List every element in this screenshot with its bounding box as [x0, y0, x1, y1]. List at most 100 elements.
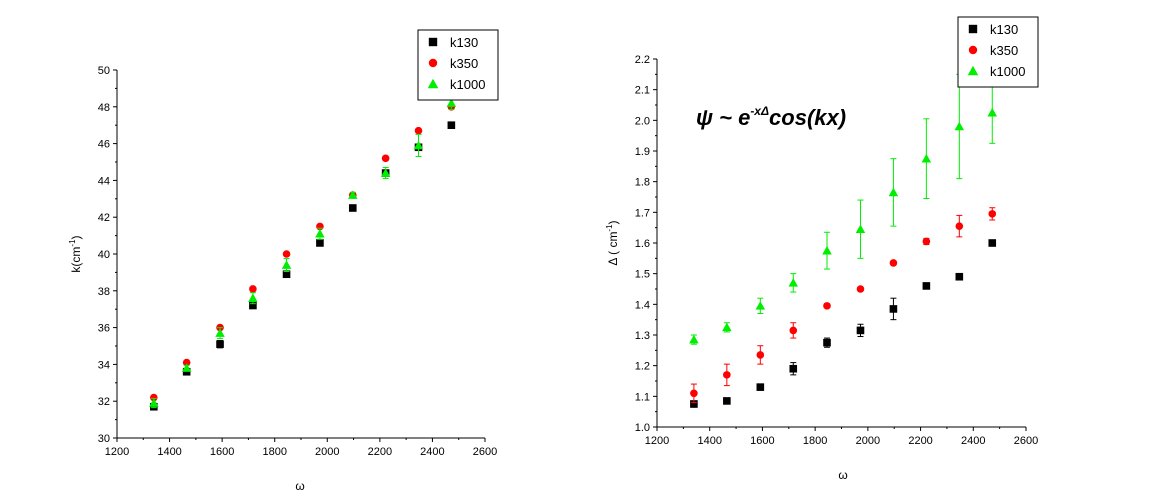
data-point-k130 [789, 364, 798, 373]
data-point-k130 [316, 239, 324, 247]
series-k350 [690, 207, 997, 403]
data-point-k350 [723, 371, 731, 379]
data-point-k1000 [788, 278, 799, 287]
y-tick-label: 32 [98, 396, 110, 408]
y-tick-label: 1.8 [635, 177, 650, 189]
y-tick-label: 38 [98, 286, 110, 298]
data-point-k350 [381, 154, 390, 163]
y-tick-label: 1.3 [635, 330, 650, 342]
data-point-k130 [889, 305, 898, 313]
x-tick-label: 1800 [262, 446, 286, 458]
y-tick-label: 50 [98, 65, 110, 77]
data-point-k350 [889, 259, 898, 267]
data-point-k1000 [855, 224, 866, 233]
y-tick-label: 1.9 [635, 146, 650, 158]
x-tick-label: 1400 [157, 446, 181, 458]
data-point-k350 [414, 126, 423, 135]
data-point-k1000 [446, 98, 457, 107]
y-tick-label: 1.1 [635, 391, 650, 403]
legend-marker-k1000 [967, 65, 979, 76]
data-point-k350 [150, 393, 158, 402]
y-tick-label: 1.0 [635, 422, 650, 434]
data-point-k1000 [888, 187, 899, 197]
y-tick-label: 42 [98, 212, 110, 224]
data-point-k350 [823, 302, 831, 310]
y-tick-label: 48 [98, 102, 110, 114]
series-k1000 [689, 73, 998, 345]
y-tick-label: 1.4 [635, 299, 650, 311]
data-point-k130 [348, 204, 357, 212]
x-tick-label: 2400 [961, 435, 985, 447]
series-k130 [690, 239, 997, 408]
x-tick-label: 2000 [856, 435, 880, 447]
x-tick-label: 1200 [105, 446, 129, 458]
y-tick-label: 1.2 [635, 361, 650, 373]
left-chart-k-vs-omega: 1200 1400 1600 1800 2000 2200 2400 2600 30 32 34 36… [68, 29, 499, 493]
data-point-k130 [955, 272, 964, 281]
data-point-k1000 [921, 153, 932, 163]
data-point-k1000 [181, 363, 192, 372]
right-chart-delta-vs-omega: 1200 1400 1600 1800 2000 2200 2400 2600 1.0 1.1 1.… [605, 16, 1039, 482]
data-point-k350 [282, 250, 291, 258]
y-tick-label: 2.0 [635, 115, 650, 127]
legend-label-k1000: k1000 [450, 77, 485, 92]
legend-marker-k350 [428, 58, 438, 68]
x-tick-label: 2600 [1014, 435, 1038, 447]
data-point-k130 [856, 326, 865, 335]
data-point-k130 [723, 397, 731, 405]
data-point-k350 [789, 326, 798, 335]
legend-marker-k1000 [427, 78, 439, 89]
data-point-k1000 [315, 229, 325, 238]
data-point-k130 [216, 340, 224, 348]
legend: k130 k350 k1000 [417, 29, 499, 101]
data-point-k1000 [380, 168, 391, 177]
legend-label-k130: k130 [450, 35, 478, 50]
x-axis-label: ω [838, 468, 847, 482]
legend-label-k350: k350 [450, 56, 478, 71]
series-k350 [150, 103, 456, 402]
legend: k130 k350 k1000 [957, 16, 1039, 88]
y-axis-label: k(cm-1) [68, 235, 83, 272]
y-tick-label: 2.2 [635, 54, 650, 66]
legend-marker-k350 [968, 45, 978, 55]
data-point-k1000 [722, 322, 732, 332]
x-tick-label: 1200 [645, 435, 669, 447]
data-point-k1000 [413, 140, 424, 150]
data-point-k350 [922, 237, 931, 246]
data-point-k1000 [987, 107, 998, 117]
data-point-k350 [988, 210, 997, 218]
y-tick-label: 34 [98, 359, 110, 371]
legend-marker-k130 [968, 24, 978, 34]
x-axis-label: ω [295, 479, 304, 493]
series-k1000 [149, 96, 457, 409]
x-tick-label: 2200 [908, 435, 932, 447]
y-tick-label: 1.5 [635, 269, 650, 281]
data-point-k130 [282, 270, 291, 279]
legend-label-k1000: k1000 [990, 64, 1025, 79]
data-point-k350 [249, 285, 257, 293]
y-tick-label: 1.6 [635, 238, 650, 250]
y-axis-label: Δ ( cm-1) [605, 220, 620, 265]
data-point-k350 [856, 285, 865, 293]
x-tick-label: 2200 [368, 446, 392, 458]
legend-label-k350: k350 [990, 43, 1018, 58]
data-point-k350 [955, 222, 964, 230]
data-point-k1000 [689, 334, 699, 344]
y-tick-label: 1.7 [635, 207, 650, 219]
x-tick-label: 1400 [697, 435, 721, 447]
legend-label-k130: k130 [990, 22, 1018, 37]
data-point-k1000 [954, 121, 965, 131]
x-tick-label: 2600 [473, 446, 497, 458]
data-point-k130 [690, 400, 698, 408]
y-tick-label: 30 [98, 433, 110, 445]
x-tick-label: 2000 [315, 446, 339, 458]
x-tick-label: 1600 [750, 435, 774, 447]
legend-marker-k130 [428, 37, 438, 47]
y-tick-label: 44 [98, 175, 110, 187]
data-point-k1000 [822, 245, 832, 255]
data-point-k1000 [348, 190, 358, 199]
data-point-k1000 [149, 398, 159, 407]
y-tick-label: 46 [98, 139, 110, 151]
x-tick-label: 1600 [210, 446, 234, 458]
data-point-k130 [823, 338, 831, 347]
